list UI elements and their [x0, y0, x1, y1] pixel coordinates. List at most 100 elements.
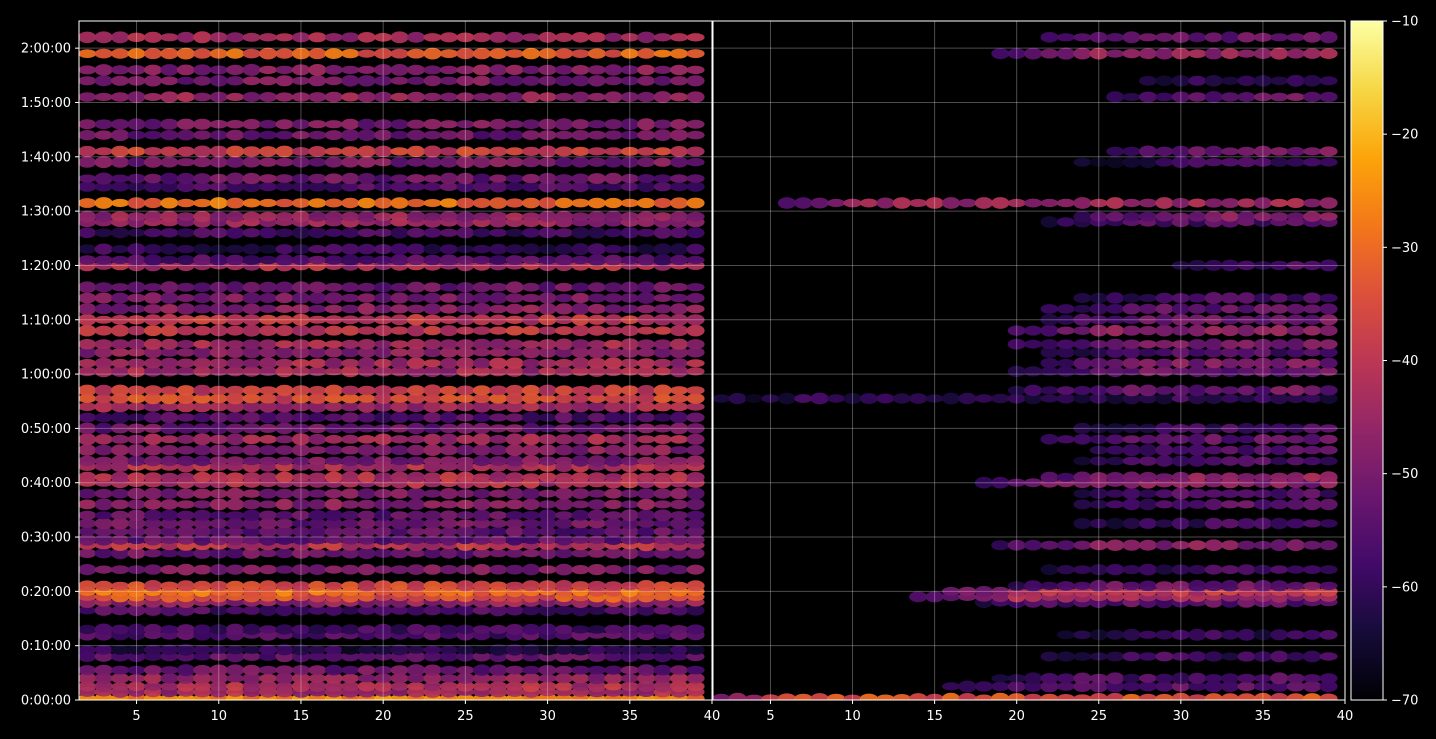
heatmap-cell-left: [79, 444, 97, 456]
heatmap-cell-right: [1139, 630, 1157, 639]
heatmap-cell-left: [489, 255, 508, 265]
heatmap-cell-left: [522, 473, 541, 482]
heatmap-cell-left: [390, 292, 409, 304]
heatmap-cell-left: [160, 33, 179, 42]
heatmap-cell-left: [489, 304, 508, 314]
heatmap-cell-left: [144, 346, 162, 359]
heatmap-cell-right: [1237, 673, 1256, 683]
heatmap-cell-left: [292, 198, 310, 208]
heatmap-cell-left: [587, 605, 606, 616]
heatmap-cell-right: [1073, 393, 1092, 404]
heatmap-cell-left: [472, 314, 491, 326]
heatmap-cell-left: [538, 580, 557, 592]
heatmap-cell-left: [637, 401, 656, 412]
heatmap-cell-right: [892, 393, 911, 404]
heatmap-cell-left: [522, 173, 541, 184]
heatmap-cell-left: [620, 565, 639, 575]
heatmap-cell-right: [1106, 392, 1125, 405]
heatmap-cell-left: [275, 456, 294, 466]
heatmap-cell-left: [94, 156, 113, 169]
heatmap-cell-left: [357, 326, 376, 335]
heatmap-cell-left: [341, 393, 360, 404]
heatmap-cell-right: [1303, 540, 1322, 550]
heatmap-cell-left: [620, 118, 639, 130]
heatmap-cell-left: [144, 130, 162, 140]
heatmap-cell-left: [637, 211, 656, 222]
heatmap-cell-left: [292, 244, 310, 255]
heatmap-cell-right: [925, 197, 944, 209]
heatmap-cell-right: [1056, 47, 1075, 60]
heatmap-cell-left: [571, 156, 590, 168]
heatmap-cell-left: [259, 580, 278, 592]
heatmap-cell-left: [604, 384, 623, 397]
heatmap-cell-left: [604, 49, 623, 58]
heatmap-cell-right: [1204, 651, 1223, 662]
heatmap-cell-left: [686, 487, 705, 500]
heatmap-cell-left: [226, 244, 245, 254]
heatmap-cell-right: [1040, 540, 1059, 550]
heatmap-cell-right: [1204, 91, 1223, 103]
heatmap-cell-left: [374, 304, 393, 314]
heatmap-cell-left: [653, 673, 672, 684]
heatmap-cell-right: [1270, 629, 1289, 641]
heatmap-cell-left: [209, 145, 228, 157]
heatmap-cell-left: [275, 681, 294, 691]
heatmap-cell-left: [423, 182, 442, 191]
heatmap-cell-left: [423, 145, 442, 158]
heatmap-cell-left: [472, 244, 491, 254]
heatmap-cell-right: [1221, 31, 1240, 44]
heatmap-cell-right: [1155, 313, 1174, 326]
heatmap-cell-left: [439, 581, 458, 591]
heatmap-cell-right: [1122, 518, 1141, 529]
heatmap-cell-right: [1303, 693, 1322, 700]
heatmap-cell-left: [439, 471, 458, 483]
heatmap-cell-left: [308, 489, 327, 498]
heatmap-cell-left: [341, 581, 360, 591]
heatmap-cell-right: [1237, 315, 1256, 324]
heatmap-cell-left: [472, 664, 491, 676]
heatmap-cell-left: [79, 181, 97, 192]
heatmap-cell-left: [341, 227, 360, 238]
heatmap-cell-left: [160, 348, 179, 357]
heatmap-cell-left: [209, 652, 228, 661]
heatmap-cell-left: [242, 444, 261, 456]
heatmap-cell-right: [1253, 580, 1272, 592]
heatmap-cell-right: [1237, 473, 1256, 482]
heatmap-cell-left: [456, 292, 475, 304]
heatmap-cell-left: [620, 65, 639, 75]
heatmap-cell-left: [555, 487, 573, 500]
heatmap-cell-left: [242, 156, 261, 168]
heatmap-cell-right: [1286, 347, 1305, 358]
heatmap-cell-right: [958, 693, 977, 700]
heatmap-cell-left: [275, 212, 294, 222]
heatmap-cell-left: [357, 347, 376, 358]
heatmap-cell-left: [472, 681, 491, 692]
heatmap-cell-right: [1303, 260, 1322, 271]
heatmap-cell-left: [226, 674, 245, 683]
heatmap-cell-left: [193, 488, 212, 499]
x-tick-label: 40: [1337, 709, 1354, 724]
heatmap-cell-left: [292, 292, 310, 304]
heatmap-cell-left: [144, 682, 162, 691]
heatmap-cell-left: [242, 489, 261, 498]
heatmap-cell-left: [292, 444, 310, 457]
heatmap-cell-left: [193, 157, 212, 168]
heatmap-cell-right: [1188, 75, 1207, 86]
heatmap-cell-left: [686, 564, 705, 575]
heatmap-cell-right: [1270, 147, 1289, 156]
heatmap-cell-left: [324, 413, 343, 422]
heatmap-cell-left: [127, 526, 146, 537]
heatmap-cell-right: [777, 392, 796, 405]
heatmap-cell-right: [991, 197, 1010, 209]
heatmap-cell-right: [1073, 422, 1092, 434]
heatmap-cell-left: [423, 339, 442, 350]
heatmap-cell-left: [390, 174, 409, 183]
heatmap-cell-left: [160, 604, 179, 617]
heatmap-cell-left: [292, 281, 310, 294]
heatmap-cell-left: [308, 535, 327, 545]
heatmap-cell-left: [127, 565, 146, 574]
heatmap-cell-right: [1253, 456, 1272, 466]
heatmap-cell-left: [489, 604, 508, 617]
heatmap-cell-right: [1106, 91, 1125, 103]
heatmap-cell-left: [472, 255, 491, 265]
